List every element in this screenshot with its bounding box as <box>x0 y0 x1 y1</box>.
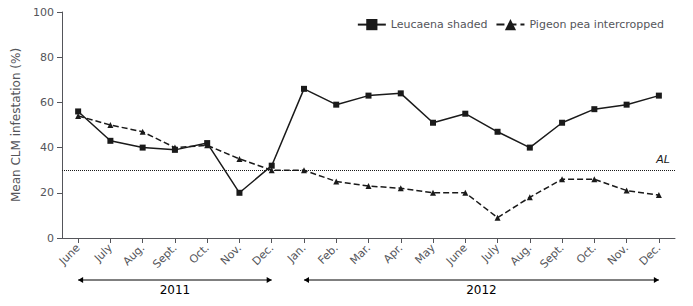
svg-text:60: 60 <box>40 96 54 109</box>
svg-text:Nov.: Nov. <box>218 241 244 267</box>
svg-text:May: May <box>412 241 438 267</box>
svg-text:Feb.: Feb. <box>315 241 340 266</box>
svg-text:2011: 2011 <box>160 283 191 297</box>
svg-text:Oct.: Oct. <box>574 241 599 266</box>
svg-text:Nov.: Nov. <box>605 241 631 267</box>
svg-text:Oct.: Oct. <box>187 241 212 266</box>
svg-text:Leucaena shaded: Leucaena shaded <box>391 18 488 31</box>
svg-text:June: June <box>56 241 83 268</box>
svg-text:2012: 2012 <box>466 283 497 297</box>
svg-text:20: 20 <box>40 186 54 199</box>
svg-text:AL: AL <box>655 153 670 166</box>
svg-text:Pigeon pea intercropped: Pigeon pea intercropped <box>529 18 664 31</box>
svg-text:Jan.: Jan. <box>284 241 308 265</box>
svg-text:Dec.: Dec. <box>250 241 277 268</box>
svg-text:40: 40 <box>40 141 54 154</box>
svg-text:Sept.: Sept. <box>537 241 566 270</box>
svg-text:0: 0 <box>47 232 54 245</box>
svg-text:100: 100 <box>33 6 54 19</box>
svg-text:Mean CLM infestation (%): Mean CLM infestation (%) <box>9 48 23 202</box>
svg-text:Apr.: Apr. <box>381 241 405 265</box>
svg-text:June: June <box>443 241 470 268</box>
svg-text:Aug.: Aug. <box>508 241 535 268</box>
svg-text:Mar.: Mar. <box>347 241 373 267</box>
svg-text:Sept.: Sept. <box>150 241 179 270</box>
svg-text:July: July <box>91 241 115 265</box>
svg-text:Dec.: Dec. <box>637 241 664 268</box>
svg-text:July: July <box>478 241 502 265</box>
svg-text:80: 80 <box>40 51 54 64</box>
svg-text:Aug.: Aug. <box>120 241 147 268</box>
